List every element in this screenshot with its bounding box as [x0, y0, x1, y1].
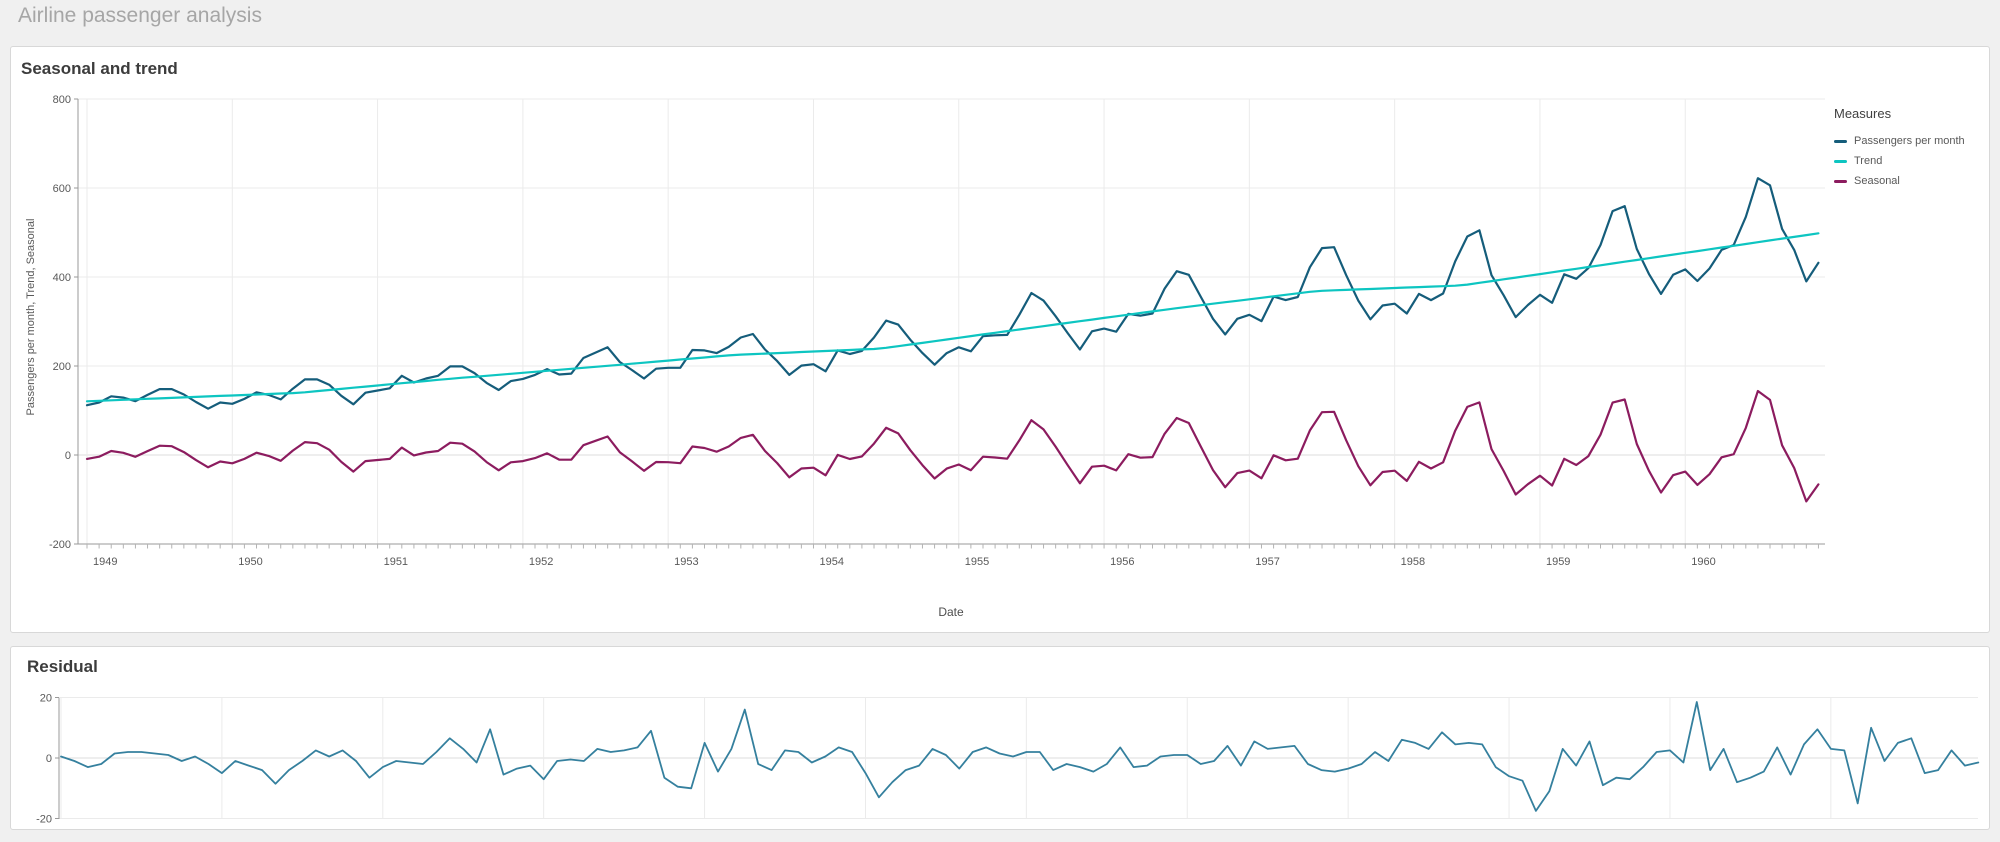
x-tick-label: 1950: [238, 556, 262, 568]
legend-title: Measures: [1834, 106, 1892, 121]
legend-item-trend[interactable]: Trend: [1834, 151, 1989, 171]
residual-title: Residual: [27, 657, 98, 676]
series-line-trend[interactable]: [85, 232, 1820, 403]
series-line-residual[interactable]: [60, 701, 1980, 812]
legend-label: Passengers per month: [1854, 135, 1965, 147]
series-line-seasonal[interactable]: [85, 389, 1820, 503]
legend-item-passengers-per-month[interactable]: Passengers per month: [1834, 131, 1989, 151]
legend: Measures Passengers per month Trend Seas…: [1834, 106, 1989, 191]
legend-swatch-seasonal: [1834, 179, 1847, 183]
x-tick-label: 1957: [1255, 556, 1279, 568]
x-tick-label: 1949: [93, 556, 117, 568]
x-tick-label: 1960: [1691, 556, 1715, 568]
series-line-passengers-per-month[interactable]: [85, 177, 1820, 410]
y-axis-title: Passengers per month, Trend, Seasonal: [25, 218, 37, 416]
seasonal-trend-panel: 800 600 400 200 0 -200 1949 1950 1951 1952 1953 195…: [10, 46, 1990, 633]
x-tick-label: 1952: [529, 556, 553, 568]
x-tick-label: 1954: [819, 556, 843, 568]
x-tick-label: 1951: [384, 556, 408, 568]
seasonal-trend-chart[interactable]: 800 600 400 200 0 -200 1949 1950 1951 1952 1953 195…: [11, 47, 1989, 632]
y-tick-label: 600: [53, 183, 71, 195]
legend-label: Trend: [1854, 155, 1883, 167]
y-tick-label: -20: [36, 814, 52, 826]
y-tick-label: 0: [65, 450, 71, 462]
y-tick-label: 200: [53, 361, 71, 373]
residual-chart[interactable]: 20 0 -20: [11, 647, 1989, 829]
legend-label: Seasonal: [1854, 175, 1900, 187]
x-axis-title: Date: [938, 605, 964, 619]
legend-item-seasonal[interactable]: Seasonal: [1834, 171, 1989, 191]
legend-swatch-passengers: [1834, 139, 1847, 143]
y-tick-label: -200: [49, 539, 71, 551]
y-tick-label: 0: [46, 753, 52, 765]
legend-swatch-trend: [1834, 159, 1847, 163]
y-tick-label: 20: [40, 693, 52, 705]
x-tick-label: 1958: [1401, 556, 1425, 568]
y-tick-label: 800: [53, 94, 71, 106]
x-tick-label: 1956: [1110, 556, 1134, 568]
x-tick-label: 1959: [1546, 556, 1570, 568]
x-tick-label: 1953: [674, 556, 698, 568]
seasonal-trend-title: Seasonal and trend: [21, 59, 178, 78]
x-tick-label: 1955: [965, 556, 989, 568]
app-title: Airline passenger analysis: [18, 4, 262, 27]
residual-panel: 20 0 -20 Residual: [10, 646, 1990, 830]
y-tick-label: 400: [53, 272, 71, 284]
